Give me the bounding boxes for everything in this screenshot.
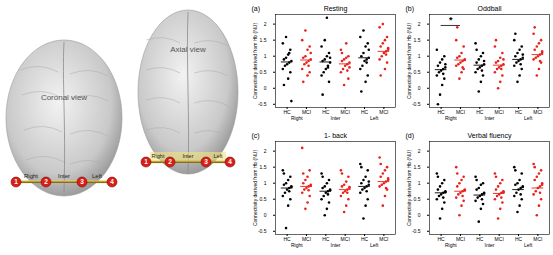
svg-text:Inter: Inter	[330, 242, 340, 248]
svg-text:MCI: MCI	[533, 109, 542, 115]
svg-text:2: 2	[264, 148, 267, 154]
svg-text:Left: Left	[524, 242, 533, 248]
svg-text:HC: HC	[437, 109, 445, 116]
svg-text:1.5: 1.5	[414, 164, 421, 170]
svg-text:MCI: MCI	[341, 236, 350, 242]
svg-text:Inter: Inter	[330, 115, 340, 121]
svg-text:1: 1	[418, 180, 421, 186]
svg-text:1: 1	[144, 158, 148, 165]
svg-text:Connectivity derived from Hb (: Connectivity derived from Hb (NU)	[252, 150, 258, 226]
svg-text:4: 4	[110, 178, 114, 185]
svg-text:MCI: MCI	[341, 109, 350, 115]
svg-text:HC: HC	[476, 236, 484, 242]
svg-text:MCI: MCI	[456, 109, 465, 115]
svg-text:1: 1	[264, 53, 267, 59]
svg-text:-0.5: -0.5	[412, 228, 421, 234]
svg-text:Inter: Inter	[182, 153, 193, 159]
svg-text:Left: Left	[213, 153, 223, 159]
svg-text:HC: HC	[437, 236, 445, 243]
svg-text:Right: Right	[24, 173, 38, 179]
svg-text:HC: HC	[322, 236, 330, 242]
svg-text:Coronal view: Coronal view	[41, 93, 87, 102]
svg-text:Left: Left	[370, 115, 379, 121]
svg-text:*: *	[449, 15, 453, 25]
svg-text:Right: Right	[291, 242, 303, 248]
svg-text:MCI: MCI	[495, 236, 504, 242]
svg-text:HC: HC	[515, 109, 523, 115]
svg-text:Oddball: Oddball	[477, 5, 502, 12]
svg-text:MCI: MCI	[379, 236, 388, 242]
svg-text:1.5: 1.5	[414, 37, 421, 43]
svg-text:2: 2	[44, 178, 48, 185]
svg-text:0: 0	[264, 85, 267, 91]
svg-text:Inter: Inter	[58, 173, 70, 179]
svg-text:-0.5: -0.5	[258, 228, 267, 234]
svg-text:MCI: MCI	[456, 236, 465, 242]
svg-text:HC: HC	[515, 236, 523, 242]
svg-text:1: 1	[14, 178, 18, 185]
svg-text:(c): (c)	[252, 132, 260, 140]
svg-text:0.5: 0.5	[414, 69, 421, 75]
svg-text:-0.5: -0.5	[258, 101, 267, 107]
svg-text:1.5: 1.5	[260, 37, 267, 43]
svg-text:HC: HC	[476, 109, 484, 115]
svg-text:0.5: 0.5	[260, 69, 267, 75]
svg-text:(a): (a)	[252, 5, 261, 13]
svg-text:MCI: MCI	[495, 109, 504, 115]
svg-text:0.5: 0.5	[414, 196, 421, 202]
svg-text:(d): (d)	[406, 132, 415, 140]
svg-text:Verbal fluency: Verbal fluency	[468, 132, 512, 140]
svg-text:Right: Right	[445, 242, 457, 248]
svg-text:4: 4	[228, 158, 232, 165]
svg-text:Left: Left	[524, 115, 533, 121]
svg-text:Left: Left	[370, 242, 379, 248]
svg-text:1.5: 1.5	[260, 164, 267, 170]
svg-text:3: 3	[204, 158, 208, 165]
svg-text:0: 0	[264, 212, 267, 218]
svg-text:0.5: 0.5	[260, 196, 267, 202]
svg-text:2: 2	[264, 21, 267, 27]
svg-text:HC: HC	[361, 236, 369, 242]
svg-text:3: 3	[80, 178, 84, 185]
svg-text:Right: Right	[152, 153, 165, 159]
svg-text:(b): (b)	[406, 5, 415, 13]
svg-text:Resting: Resting	[324, 5, 348, 13]
svg-text:Right: Right	[291, 115, 303, 121]
svg-text:MCI: MCI	[302, 236, 311, 242]
svg-text:Axial view: Axial view	[170, 45, 206, 54]
svg-text:Connectivity derived from Hb (: Connectivity derived from Hb (NU)	[406, 23, 412, 99]
svg-text:1: 1	[264, 180, 267, 186]
svg-text:MCI: MCI	[533, 236, 542, 242]
svg-text:2: 2	[418, 148, 421, 154]
svg-text:2: 2	[418, 21, 421, 27]
svg-text:Left: Left	[92, 173, 102, 179]
svg-text:0: 0	[418, 212, 421, 218]
svg-text:HC: HC	[322, 109, 330, 115]
svg-text:Connectivity derived from Hb (: Connectivity derived from Hb (NU)	[406, 150, 412, 226]
svg-text:2: 2	[168, 158, 172, 165]
svg-text:-0.5: -0.5	[412, 101, 421, 107]
svg-text:Inter: Inter	[484, 242, 494, 248]
svg-text:0: 0	[418, 85, 421, 91]
svg-text:Connectivity derived from Hb (: Connectivity derived from Hb (NU)	[252, 23, 258, 99]
svg-text:MCI: MCI	[379, 109, 388, 115]
svg-text:MCI: MCI	[302, 109, 311, 115]
svg-text:1: 1	[418, 53, 421, 59]
svg-text:HC: HC	[283, 236, 291, 243]
svg-text:1- back: 1- back	[324, 132, 347, 139]
svg-text:Right: Right	[445, 115, 457, 121]
svg-text:HC: HC	[361, 109, 369, 115]
svg-text:Inter: Inter	[484, 115, 494, 121]
svg-text:HC: HC	[283, 109, 291, 116]
